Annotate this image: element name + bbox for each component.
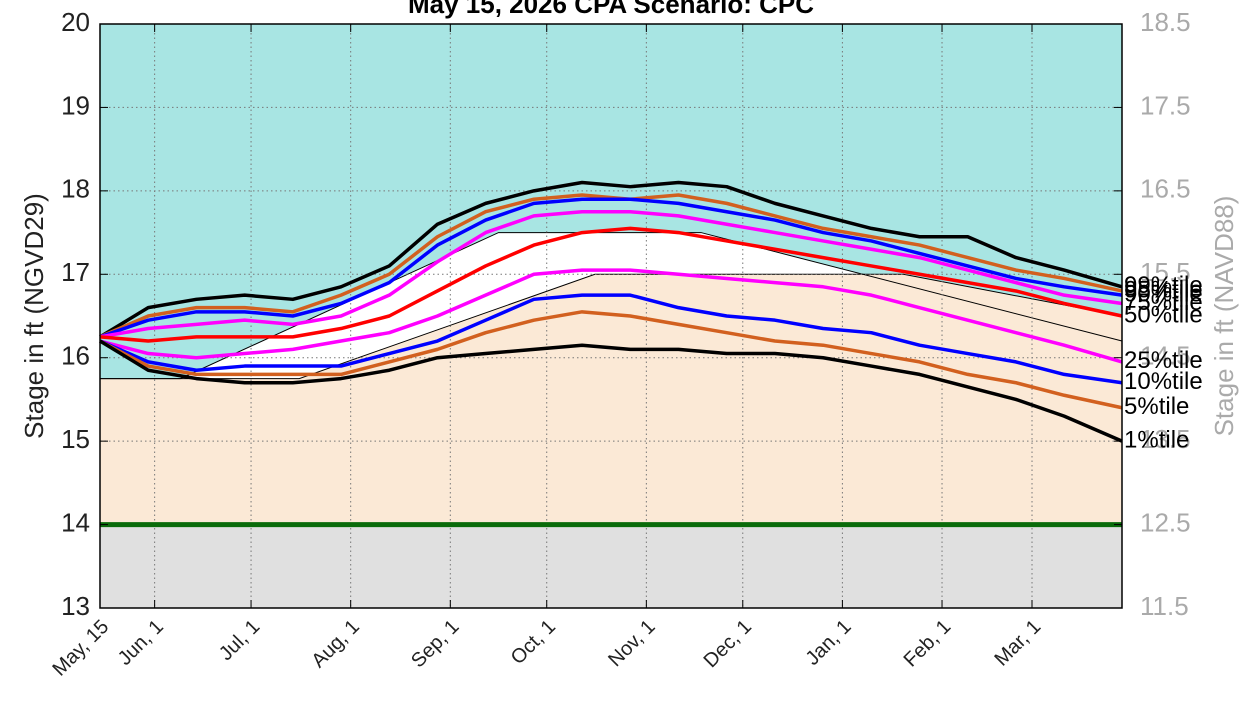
series-line xyxy=(99,209,1123,339)
y2-tick-label: 14.5 xyxy=(1140,341,1191,371)
series-label: 5%tile xyxy=(1124,393,1189,420)
x-tick-label: Jul, 1 xyxy=(215,616,264,665)
x-tick-label: Aug, 1 xyxy=(308,616,364,672)
y-tick-label: 17 xyxy=(61,257,90,287)
series-label: 50%tile xyxy=(1124,301,1203,328)
y-tick-label: 13 xyxy=(61,591,90,621)
series-label: 25%tile xyxy=(1124,347,1203,374)
y2-tick-label: 16.5 xyxy=(1140,174,1191,204)
x-tick-label: Jan, 1 xyxy=(802,616,856,670)
y2-tick-label: 13.5 xyxy=(1140,424,1191,454)
series-line xyxy=(99,293,1123,385)
x-tick-label: Mar, 1 xyxy=(990,616,1045,671)
x-tick-label: May, 15 xyxy=(48,616,113,681)
series-line xyxy=(99,193,1123,339)
y-axis-label: Stage in ft (NGVD29) xyxy=(19,193,49,439)
series-label: 75%tile xyxy=(1124,289,1203,316)
x-tick-label: Feb, 1 xyxy=(900,616,956,672)
series-label: 1%tile xyxy=(1124,426,1189,453)
series-label: 99%tile xyxy=(1124,272,1203,299)
series-line xyxy=(99,268,1123,364)
y2-tick-label: 12.5 xyxy=(1140,507,1191,537)
zone-lower xyxy=(100,274,1122,525)
zone-line xyxy=(100,273,1123,380)
x-tick-label: Sep, 1 xyxy=(407,616,463,672)
series-line xyxy=(99,180,1123,339)
series-line xyxy=(99,339,1123,443)
y-tick-label: 15 xyxy=(61,424,90,454)
series-line xyxy=(99,197,1123,339)
lines xyxy=(99,180,1123,528)
y2-tick-label: 18.5 xyxy=(1140,7,1191,37)
x-tick-label: Nov, 1 xyxy=(604,616,659,671)
y2-axis-label: Stage in ft (NAVD88) xyxy=(1209,196,1239,437)
x-tick-label: Oct, 1 xyxy=(507,616,560,669)
zone-middle xyxy=(100,232,1122,379)
y2-tick-label: 11.5 xyxy=(1140,591,1189,621)
y2-tick-label: 15.5 xyxy=(1140,257,1191,287)
zone-bottom xyxy=(100,524,1122,608)
y-tick-label: 19 xyxy=(61,90,90,120)
y-tick-label: 16 xyxy=(61,341,90,371)
x-tick-label: Jun, 1 xyxy=(114,616,168,670)
y-tick-label: 18 xyxy=(61,174,90,204)
y-tick-label: 14 xyxy=(61,507,90,537)
series-line xyxy=(99,226,1123,343)
x-tick-label: Dec, 1 xyxy=(700,616,756,672)
plot-frame xyxy=(99,23,1123,609)
chart-title: May 15, 2026 CPA Scenario: CPC xyxy=(408,0,814,19)
y2-tick-label: 17.5 xyxy=(1140,90,1191,120)
series-label: 90%tile xyxy=(1124,280,1203,307)
series-line xyxy=(99,310,1123,410)
series-label: 95%tile xyxy=(1124,276,1203,303)
series-label: 10%tile xyxy=(1124,368,1203,395)
y-tick-label: 20 xyxy=(61,7,90,37)
